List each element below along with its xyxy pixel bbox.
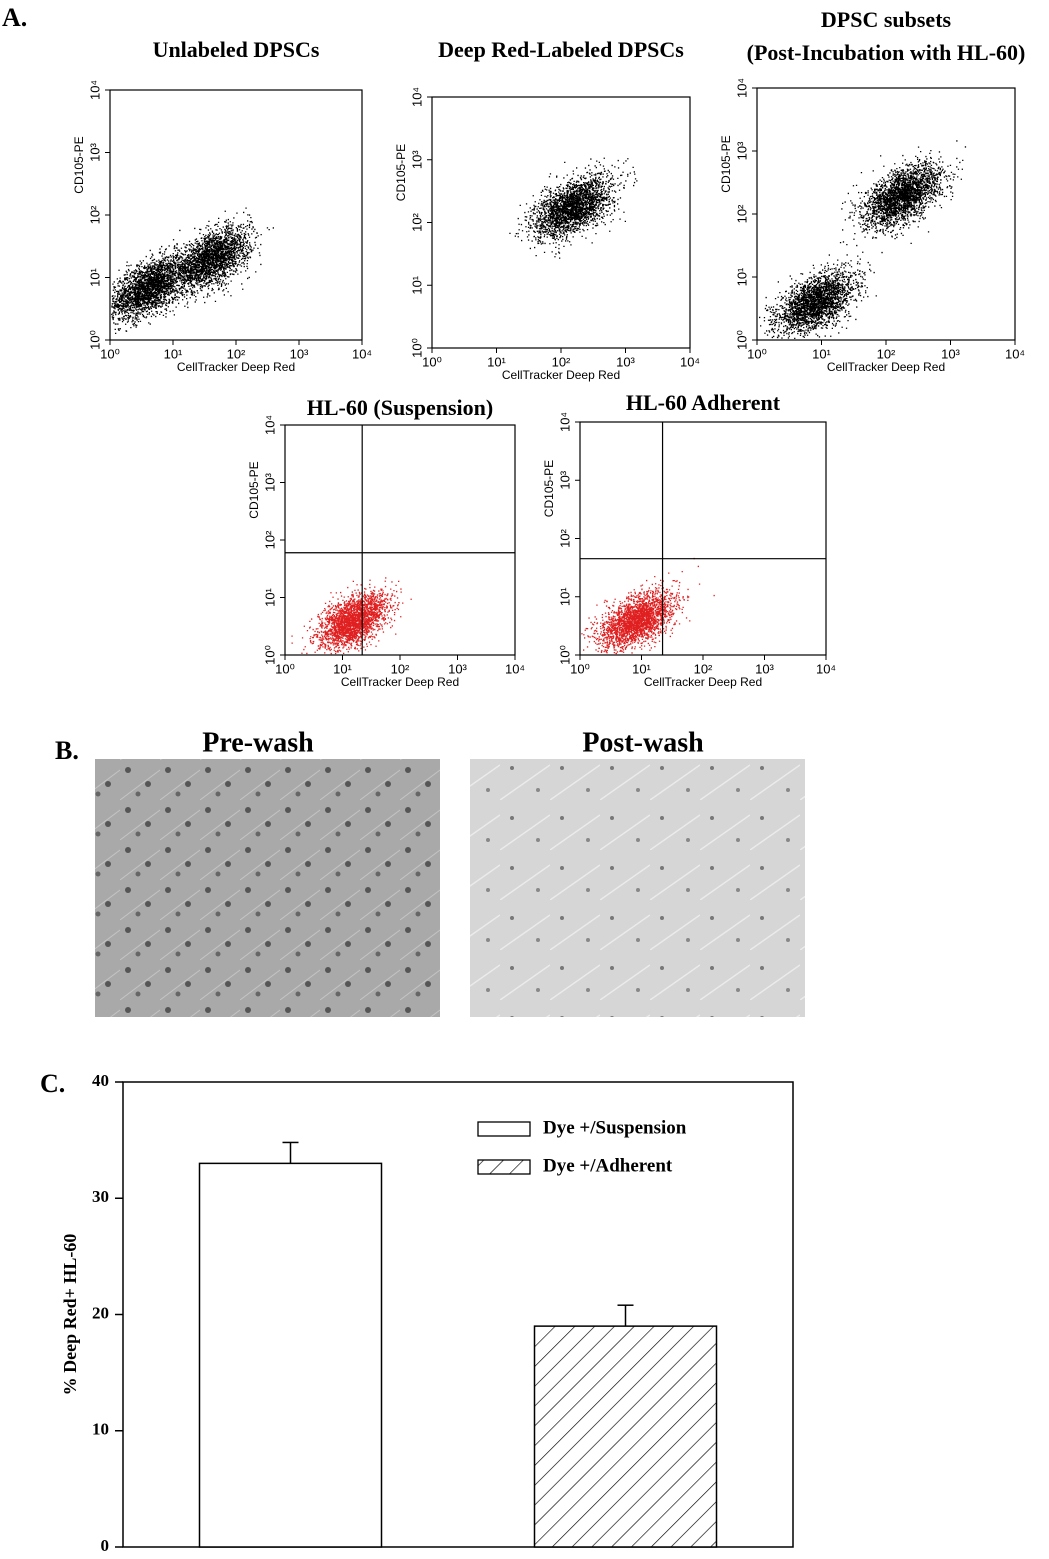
y-tick-label: 10¹ <box>409 275 424 294</box>
y-tick-label: 10² <box>87 205 102 224</box>
x-tick-label: 10¹ <box>812 346 831 361</box>
legend-label: Dye +/Adherent <box>543 1155 673 1176</box>
y-tick-label: 10² <box>734 204 749 223</box>
y-tick-label: 10 <box>92 1420 109 1439</box>
event-cloud <box>291 577 412 655</box>
y-axis-label: CD105-PE <box>394 144 408 201</box>
chart-title: DPSC subsets <box>821 7 952 32</box>
panel-label: B. <box>55 736 79 765</box>
y-tick-label: 20 <box>92 1303 109 1322</box>
x-tick-label: 10² <box>694 661 713 676</box>
chart-title: Deep Red-Labeled DPSCs <box>438 37 684 62</box>
micrograph <box>95 759 440 1017</box>
y-tick-label: 10⁰ <box>262 645 277 665</box>
x-tick-label: 10¹ <box>487 354 506 369</box>
x-axis-label: CellTracker Deep Red <box>177 360 295 374</box>
y-axis-label: % Deep Red+ HL-60 <box>60 1234 80 1396</box>
y-tick-label: 10⁴ <box>262 415 277 435</box>
y-tick-label: 10¹ <box>87 267 102 286</box>
x-tick-label: 10⁴ <box>352 346 372 361</box>
plot-frame <box>284 424 516 656</box>
x-tick-label: 10² <box>877 346 896 361</box>
y-tick-label: 10⁰ <box>409 338 424 358</box>
y-tick-label: 10¹ <box>557 587 572 606</box>
event-cloud <box>839 140 967 254</box>
y-tick-label: 10¹ <box>734 267 749 286</box>
x-tick-label: 10¹ <box>333 661 352 676</box>
x-tick-label: 10⁴ <box>505 661 525 676</box>
event-cloud <box>509 157 638 259</box>
event-cloud <box>581 557 715 655</box>
x-tick-label: 10⁰ <box>100 346 120 361</box>
x-tick-label: 10² <box>227 346 246 361</box>
x-tick-label: 10² <box>552 354 571 369</box>
y-tick-label: 10³ <box>262 472 277 491</box>
y-tick-label: 10⁴ <box>734 78 749 98</box>
y-tick-label: 10⁴ <box>557 412 572 432</box>
y-axis-label: CD105-PE <box>72 136 86 193</box>
x-axis-label: CellTracker Deep Red <box>502 368 620 382</box>
x-tick-label: 10⁴ <box>680 354 700 369</box>
event-cloud <box>111 229 218 334</box>
event-cloud <box>142 207 274 312</box>
x-axis-label: CellTracker Deep Red <box>644 675 762 689</box>
panel-label: A. <box>2 3 27 32</box>
legend-label: Dye +/Suspension <box>543 1117 687 1138</box>
x-tick-label: 10³ <box>755 661 774 676</box>
y-tick-label: 10³ <box>87 142 102 161</box>
y-tick-label: 10³ <box>409 150 424 169</box>
x-tick-label: 10⁴ <box>1005 346 1025 361</box>
x-tick-label: 10¹ <box>632 661 651 676</box>
y-tick-label: 10³ <box>557 470 572 489</box>
event-cloud <box>759 244 877 339</box>
image-title: Pre-wash <box>202 727 314 758</box>
y-tick-label: 40 <box>92 1071 109 1090</box>
chart-title: HL-60 Adherent <box>626 390 781 415</box>
x-tick-label: 10² <box>391 661 410 676</box>
y-tick-label: 10² <box>557 528 572 547</box>
x-tick-label: 10³ <box>290 346 309 361</box>
y-tick-label: 10⁰ <box>87 330 102 350</box>
y-tick-label: 10⁴ <box>409 87 424 107</box>
x-tick-label: 10³ <box>448 661 467 676</box>
image-title: Post-wash <box>582 727 704 758</box>
y-axis-label: CD105-PE <box>719 135 733 192</box>
x-tick-label: 10¹ <box>164 346 183 361</box>
x-axis-label: CellTracker Deep Red <box>341 675 459 689</box>
y-tick-label: 10³ <box>734 141 749 160</box>
y-tick-label: 10⁴ <box>87 80 102 100</box>
y-tick-label: 10² <box>409 212 424 231</box>
y-tick-label: 10¹ <box>262 587 277 606</box>
chart-title: Unlabeled DPSCs <box>153 37 320 62</box>
legend-swatch <box>477 1159 531 1175</box>
x-tick-label: 10⁴ <box>816 661 836 676</box>
x-tick-label: 10³ <box>941 346 960 361</box>
bar <box>533 1325 718 1548</box>
chart-title: (Post-Incubation with HL-60) <box>747 40 1026 65</box>
x-axis-label: CellTracker Deep Red <box>827 360 945 374</box>
y-tick-label: 10⁰ <box>557 645 572 665</box>
bar <box>198 1162 383 1548</box>
panel-label: C. <box>40 1069 65 1098</box>
y-tick-label: 30 <box>92 1187 109 1206</box>
chart-title: HL-60 (Suspension) <box>307 395 493 420</box>
legend-swatch <box>477 1121 531 1137</box>
micrograph <box>470 759 805 1017</box>
x-tick-label: 10⁰ <box>747 346 767 361</box>
y-tick-label: 0 <box>101 1536 110 1555</box>
y-tick-label: 10² <box>262 530 277 549</box>
x-tick-label: 10⁰ <box>570 661 590 676</box>
x-tick-label: 10⁰ <box>275 661 295 676</box>
x-tick-label: 10³ <box>616 354 635 369</box>
y-axis-label: CD105-PE <box>542 460 556 517</box>
x-tick-label: 10⁰ <box>422 354 442 369</box>
y-axis-label: CD105-PE <box>247 461 261 518</box>
y-tick-label: 10⁰ <box>734 330 749 350</box>
